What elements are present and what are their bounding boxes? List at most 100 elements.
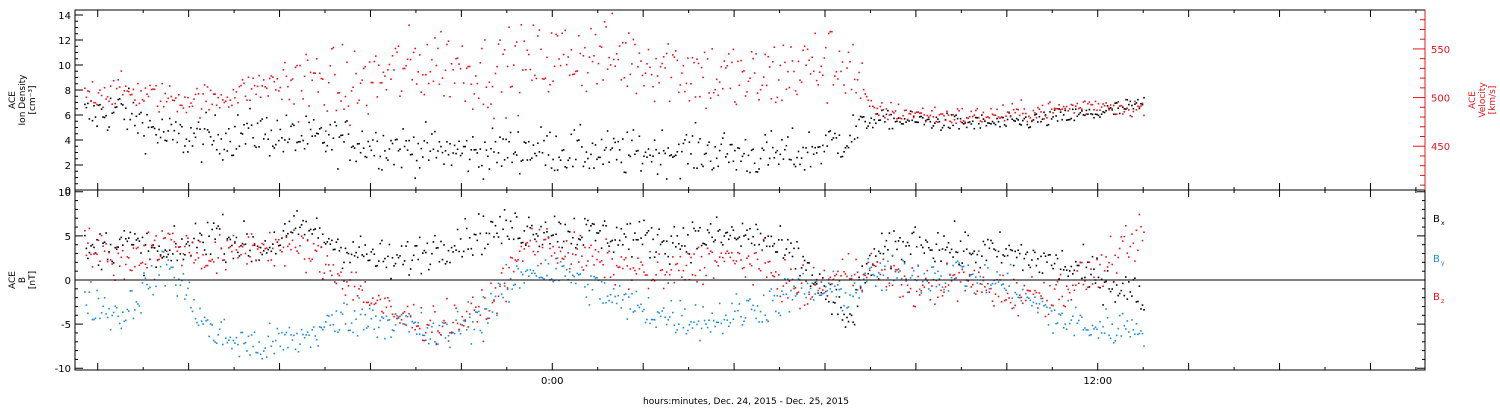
- bz-series-point: [126, 256, 129, 258]
- ion-density-series-point: [220, 138, 223, 140]
- bx-series-point: [925, 239, 927, 241]
- bx-series-point: [993, 248, 995, 250]
- velocity-series-point: [582, 55, 585, 57]
- by-series-point: [643, 308, 645, 311]
- ion-density-series-point: [725, 156, 727, 158]
- velocity-series-point: [129, 94, 132, 96]
- ion-density-series-point: [943, 124, 945, 127]
- bx-series-point: [897, 240, 900, 242]
- bx-series-point: [482, 215, 485, 217]
- velocity-series-point: [1044, 115, 1047, 117]
- bz-series-point: [917, 275, 919, 278]
- bz-series-point: [165, 250, 168, 252]
- bx-series-point: [343, 261, 345, 264]
- bx-series-point: [356, 256, 359, 259]
- velocity-series-point: [164, 92, 166, 95]
- velocity-series-point: [388, 63, 391, 66]
- velocity-series-point: [972, 115, 974, 118]
- velocity-series-point: [465, 67, 468, 70]
- bx-series-point: [708, 231, 710, 234]
- ion-density-series-point: [446, 141, 448, 143]
- bz-series-point: [606, 252, 609, 254]
- ion-density-series-point: [197, 121, 200, 123]
- bz-series-point: [817, 292, 819, 294]
- by-series: [84, 250, 1145, 360]
- velocity-series-point: [1067, 110, 1069, 112]
- by-series-point: [500, 293, 503, 295]
- bx-series-point: [606, 242, 609, 244]
- by-series-point: [838, 288, 841, 291]
- ion-density-series-point: [318, 128, 321, 130]
- velocity-series-point: [273, 80, 276, 83]
- bx-series-point: [596, 232, 598, 234]
- bx-series-point: [643, 219, 645, 222]
- ion-density-series-point: [202, 143, 204, 146]
- bz-series-point: [732, 259, 735, 262]
- velocity-series-point: [462, 82, 465, 84]
- bz-series-point: [1005, 299, 1007, 301]
- by-series-point: [1081, 316, 1083, 318]
- by-series-point: [647, 297, 650, 299]
- bz-series-point: [828, 278, 830, 281]
- bz-series-point: [979, 283, 982, 285]
- by-series-point: [88, 291, 91, 293]
- bz-series-point: [517, 258, 519, 261]
- bz-series-point: [414, 328, 416, 331]
- ion-density-series-point: [979, 127, 982, 129]
- velocity-series-point: [1020, 99, 1023, 101]
- ion-density-series-point: [518, 172, 521, 175]
- velocity-series-point: [934, 106, 936, 109]
- ion-density-series-point: [390, 139, 392, 142]
- bx-series-point: [929, 249, 932, 251]
- bz-series-point: [878, 277, 880, 280]
- by-series-point: [985, 291, 988, 294]
- ion-density-series-point: [762, 149, 765, 151]
- velocity-series-point: [709, 97, 712, 99]
- velocity-series-point: [237, 101, 239, 104]
- ion-density-series-point: [131, 112, 133, 115]
- bx-series-point: [444, 263, 447, 265]
- bz-series-point: [602, 263, 604, 266]
- bx-series-point: [926, 241, 929, 243]
- by-series-point: [438, 324, 441, 327]
- bz-series-point: [214, 241, 216, 243]
- bx-series-point: [562, 240, 565, 243]
- ion-density-series-point: [799, 163, 801, 166]
- velocity-series-point: [875, 113, 877, 115]
- velocity-series-point: [238, 85, 241, 88]
- velocity-series-point: [1014, 111, 1016, 114]
- bx-series-point: [523, 230, 526, 232]
- by-series-point: [718, 302, 721, 305]
- by-series-point: [618, 285, 621, 287]
- ion-density-series-point: [111, 112, 113, 115]
- velocity-series-point: [244, 95, 247, 98]
- bx-series-point: [259, 246, 262, 249]
- bx-series-point: [561, 246, 563, 249]
- velocity-series-point: [1023, 108, 1026, 110]
- bz-series-point: [352, 299, 354, 301]
- velocity-series-point: [437, 47, 439, 50]
- velocity-series-point: [241, 79, 244, 81]
- velocity-series-point: [917, 111, 919, 113]
- ion-density-series-point: [676, 151, 679, 153]
- data-points-layer: [84, 12, 1145, 360]
- bx-series-point: [1076, 264, 1079, 267]
- bz-series-point: [85, 254, 88, 257]
- bz-series-point: [1109, 235, 1112, 238]
- ion-density-series-point: [352, 145, 354, 147]
- bx-series-point: [881, 232, 883, 235]
- ion-density-series-point: [181, 125, 183, 128]
- legend-bx: B: [1433, 214, 1440, 225]
- bz-series-point: [1112, 281, 1115, 284]
- bx-series-point: [543, 231, 545, 234]
- velocity-series-point: [378, 64, 380, 66]
- bz-series-point: [964, 289, 966, 292]
- ion-density-series-point: [362, 147, 365, 149]
- ion-density-series-point: [752, 148, 754, 151]
- bz-series-point: [835, 273, 838, 276]
- bx-series-point: [161, 257, 163, 259]
- ion-density-series-point: [437, 150, 439, 152]
- bx-series-point: [484, 247, 486, 250]
- bz-series-point: [109, 259, 112, 261]
- by-series-point: [1131, 319, 1133, 321]
